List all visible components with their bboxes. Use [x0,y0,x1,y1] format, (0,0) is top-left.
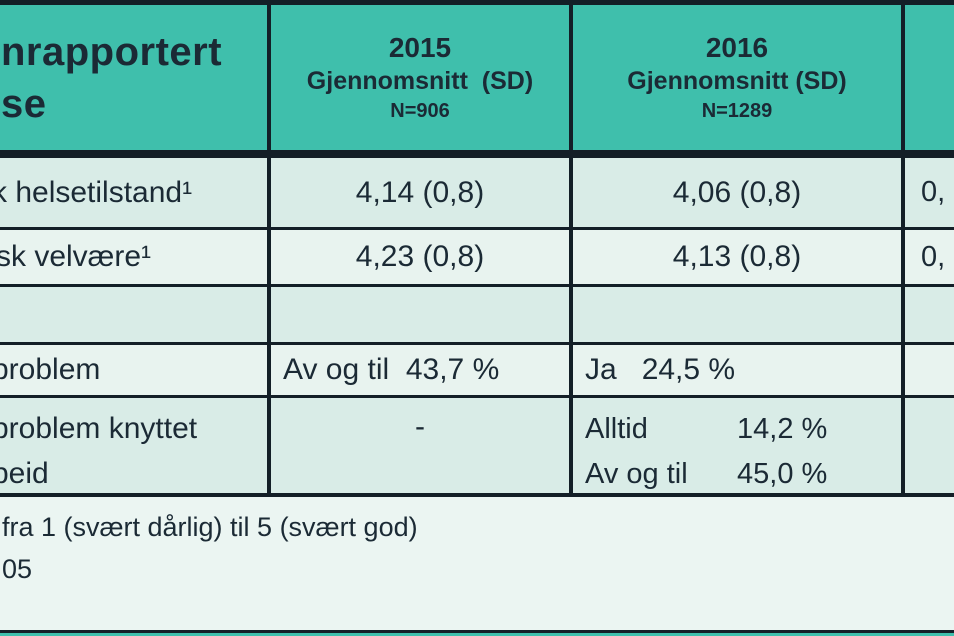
cell-2016-problem: Ja 24,5 % [573,345,905,395]
label-problem-text: problem [0,353,101,386]
table-header-row: nrapportert se 2015 Gjennomsnitt (SD) N=… [0,5,954,158]
header-2016-cell: 2016 Gjennomsnitt (SD) N=1289 [573,5,905,150]
header-2016-year: 2016 [705,31,769,63]
cell-p-problem-knyttet [905,398,954,493]
cell-p-velvaere-clipped: 0, [905,230,954,284]
table-row-velvaere: sk velvære¹ 4,23 (0,8) 4,13 (0,8) 0, [0,230,954,287]
av-og-til-label: Av og til [585,458,688,490]
label-problem-knyttet: problem knyttet beid [0,398,271,493]
header-2015-n: N=906 [390,99,450,122]
cell-2016-velvaere: 4,13 (0,8) [573,230,905,284]
header-2015-measure: Gjennomsnitt (SD) [306,66,534,95]
label-problem: problem [0,345,271,395]
cell-2016-helsetilstand: 4,06 (0,8) [573,158,905,227]
header-2015-year: 2015 [388,31,452,63]
spacer-label-cell [0,287,271,342]
footnotes-area: fra 1 (svært dårlig) til 5 (svært god) 0… [0,497,954,630]
table-row-problem: problem Av og til 43,7 % Ja 24,5 % [0,345,954,398]
header-pvalue-cell-clipped [905,5,954,150]
header-title-cell: nrapportert se [0,5,271,150]
table-row-helsetilstand: k helsetilstand¹ 4,14 (0,8) 4,06 (0,8) 0… [0,158,954,230]
cell-2015-problem-knyttet: - [271,398,573,493]
header-2016-measure: Gjennomsnitt (SD) [627,66,847,95]
label-problem-knyttet-line1: problem knyttet [0,412,198,445]
label-helsetilstand: k helsetilstand¹ [0,158,271,227]
spacer-2016-cell [573,287,905,342]
footnote-scale: fra 1 (svært dårlig) til 5 (svært god) [2,512,418,542]
spacer-p-cell [905,287,954,342]
table-title-line2: se [1,81,47,126]
label-problem-knyttet-line2: beid [0,457,49,490]
alltid-label: Alltid [585,413,648,445]
spacer-2015-cell [271,287,573,342]
results-table: nrapportert se 2015 Gjennomsnitt (SD) N=… [0,0,954,497]
alltid-value: 14,2 % [737,413,828,445]
label-velvaere-text: sk velvære¹ [0,240,152,273]
table-row-problem-knyttet: problem knyttet beid - Alltid 14,2 % Av … [0,398,954,497]
cell-2015-problem: Av og til 43,7 % [271,345,573,395]
cell-2015-velvaere: 4,23 (0,8) [271,230,573,284]
table-row-spacer [0,287,954,345]
table-title-line1: nrapportert [1,29,223,74]
header-2015-cell: 2015 Gjennomsnitt (SD) N=906 [271,5,573,150]
cell-p-helsetilstand-clipped: 0, [905,158,954,227]
footnote-pvalue-clipped: 05 [2,554,33,584]
bottom-teal-strip [0,633,954,636]
label-helsetilstand-text: k helsetilstand¹ [0,175,193,209]
cell-2016-problem-knyttet: Alltid 14,2 % Av og til 45,0 % [573,398,905,493]
av-og-til-value: 45,0 % [737,458,828,490]
header-2016-n: N=1289 [701,99,773,122]
cell-2015-helsetilstand: 4,14 (0,8) [271,158,573,227]
bottom-divider-line [0,630,954,633]
cell-p-problem [905,345,954,395]
label-velvaere: sk velvære¹ [0,230,271,284]
